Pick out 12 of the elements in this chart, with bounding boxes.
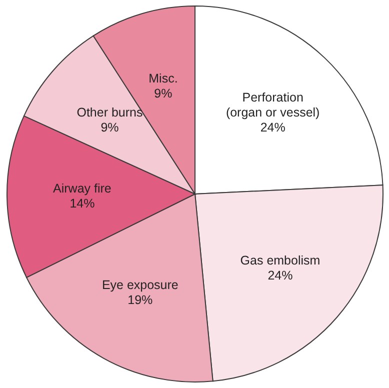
data-label: 24%	[260, 120, 286, 134]
data-label: 9%	[154, 86, 172, 100]
data-label: 9%	[100, 120, 119, 135]
slice-label: Misc.	[148, 71, 178, 86]
slice-label: Perforation (organ or vessel)	[226, 90, 320, 120]
slice-label: Gas embolism	[240, 253, 320, 268]
slice-label: Eye exposure	[102, 278, 178, 292]
data-label: 24%	[268, 268, 293, 282]
slice-label: Other burns	[76, 106, 143, 120]
data-label: 19%	[128, 293, 153, 308]
slice-label: Airway fire	[53, 181, 112, 196]
data-label: 14%	[70, 196, 95, 210]
